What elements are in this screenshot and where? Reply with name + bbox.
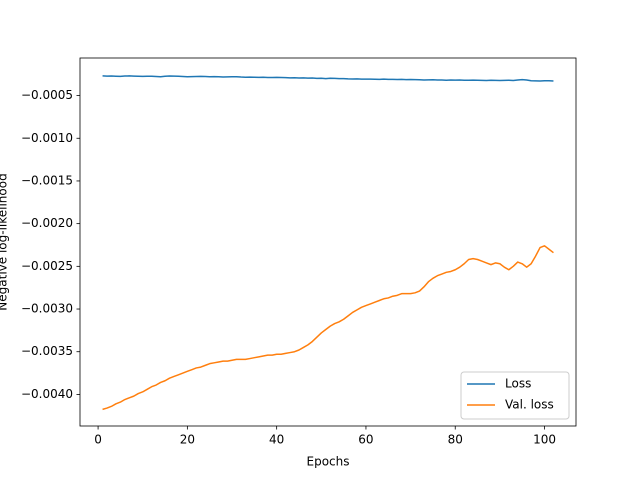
x-tick-label: 20 (180, 433, 195, 447)
x-tick-label: 0 (94, 433, 102, 447)
y-tick-label: −0.0010 (21, 131, 73, 145)
y-tick-label: −0.0025 (21, 259, 73, 273)
y-tick-label: −0.0020 (21, 216, 73, 230)
y-tick-label: −0.0040 (21, 387, 73, 401)
y-tick-label: −0.0015 (21, 173, 73, 187)
axes-frame (79, 57, 577, 427)
x-tick-label: 40 (269, 433, 284, 447)
x-tick-label: 100 (533, 433, 556, 447)
y-axis-label: Negative log-likelihood (0, 173, 10, 310)
x-axis-label: Epochs (307, 455, 350, 469)
legend-label: Val. loss (505, 398, 554, 412)
y-tick-label: −0.0035 (21, 344, 73, 358)
y-tick-label: −0.0030 (21, 302, 73, 316)
y-tick-label: −0.0005 (21, 88, 73, 102)
x-tick-label: 80 (448, 433, 463, 447)
line-series (102, 245, 554, 411)
legend-label: Loss (505, 377, 531, 391)
line-series (102, 75, 554, 82)
x-tick-label: 60 (358, 433, 373, 447)
